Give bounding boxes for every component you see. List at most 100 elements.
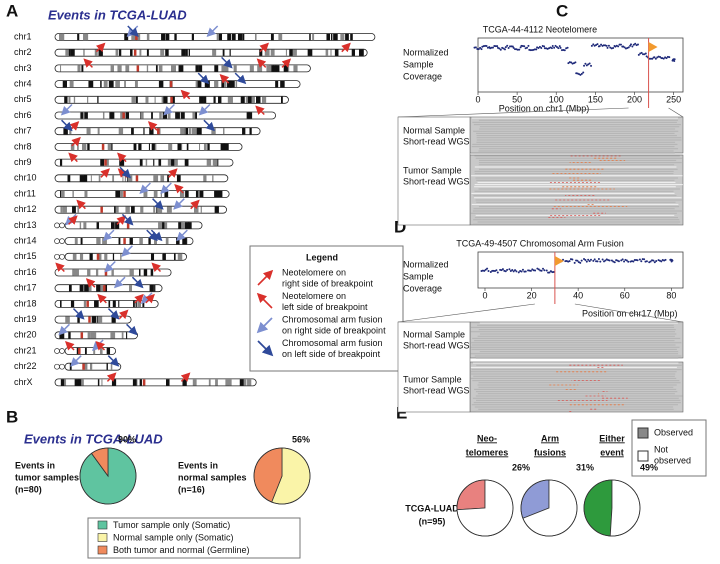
coverage-dot	[487, 270, 490, 273]
coverage-dot	[509, 270, 512, 273]
band	[148, 143, 150, 151]
band	[120, 128, 124, 135]
band	[133, 300, 135, 308]
band	[82, 143, 87, 151]
band	[150, 253, 155, 260]
pie-title: Neo-	[477, 433, 497, 443]
event-arrow	[100, 168, 110, 178]
band	[184, 222, 190, 229]
band	[139, 159, 143, 166]
band	[212, 49, 217, 56]
band	[149, 128, 154, 135]
satellite	[59, 253, 65, 260]
chromosome	[54, 378, 257, 387]
coverage-dot	[654, 57, 657, 60]
band	[214, 80, 219, 88]
event-arrow	[83, 58, 93, 68]
band	[206, 159, 212, 166]
band	[94, 332, 97, 339]
coverage-dot	[623, 46, 626, 49]
band	[162, 253, 166, 260]
band	[199, 96, 204, 103]
coverage-dot	[521, 268, 524, 271]
band	[166, 206, 172, 213]
coverage-dot	[597, 257, 600, 260]
coverage-dot	[604, 259, 607, 262]
coverage-dot	[545, 269, 548, 272]
band	[130, 269, 134, 276]
event-arrow	[174, 183, 184, 194]
label-bg	[397, 321, 471, 413]
centromere	[157, 128, 160, 135]
coverage-dot	[653, 56, 656, 59]
band	[77, 33, 80, 41]
chromosome	[54, 174, 229, 183]
band	[146, 33, 150, 41]
band	[63, 128, 68, 135]
band	[216, 33, 220, 41]
band	[203, 143, 207, 151]
read-pileup	[469, 154, 684, 226]
band	[182, 379, 185, 386]
event-arrow	[126, 323, 138, 336]
band	[98, 175, 101, 182]
legend-label: left side of breakpoint	[282, 302, 368, 312]
band	[87, 96, 89, 103]
band	[131, 128, 134, 135]
satellite	[59, 348, 65, 354]
band	[118, 300, 120, 308]
band	[336, 49, 339, 56]
event-arrow	[61, 119, 73, 132]
band	[195, 80, 198, 88]
band	[112, 175, 115, 182]
band	[197, 80, 202, 88]
coverage-dot	[584, 62, 587, 65]
y-axis-label: Coverage	[403, 71, 442, 81]
coverage-dot	[655, 260, 658, 263]
band	[139, 269, 141, 276]
legend-label: right side of breakpoint	[282, 278, 374, 288]
band	[77, 65, 81, 72]
band	[77, 206, 80, 213]
coverage-dot	[582, 257, 585, 260]
event-arrow	[281, 58, 292, 68]
coverage-dot	[567, 62, 570, 65]
coverage-dot	[605, 44, 608, 47]
x-tick-label: 40	[573, 290, 583, 300]
band	[89, 253, 93, 260]
band	[81, 379, 84, 386]
band	[235, 80, 238, 88]
band	[83, 33, 89, 41]
coverage-dot	[587, 258, 590, 261]
event-arrow	[131, 276, 144, 289]
band	[191, 33, 194, 41]
band	[153, 175, 159, 182]
band	[64, 379, 67, 386]
coverage-dot	[573, 261, 576, 264]
centromere	[103, 285, 106, 292]
band	[175, 112, 180, 119]
band	[143, 128, 145, 135]
chromosome	[54, 48, 368, 57]
event-arrow	[68, 152, 78, 163]
legend-swatch	[637, 450, 649, 462]
event-arrow	[197, 72, 210, 85]
band	[106, 363, 108, 370]
coverage-dot	[640, 260, 643, 263]
band	[229, 49, 231, 56]
chromosome-label: chr12	[14, 204, 37, 214]
band	[104, 285, 108, 292]
value-label: 56%	[292, 434, 310, 444]
coverage-dot	[625, 259, 628, 262]
event-arrow	[58, 323, 70, 336]
zoom-line	[397, 303, 535, 323]
coverage-dot	[537, 268, 540, 271]
coverage-dot	[504, 46, 507, 49]
band	[110, 363, 113, 370]
band	[72, 206, 76, 213]
coverage-dot	[541, 267, 544, 270]
event-arrow	[190, 199, 200, 210]
event-arrow	[70, 355, 82, 367]
y-axis-label: Sample	[403, 59, 434, 69]
band	[250, 96, 255, 103]
